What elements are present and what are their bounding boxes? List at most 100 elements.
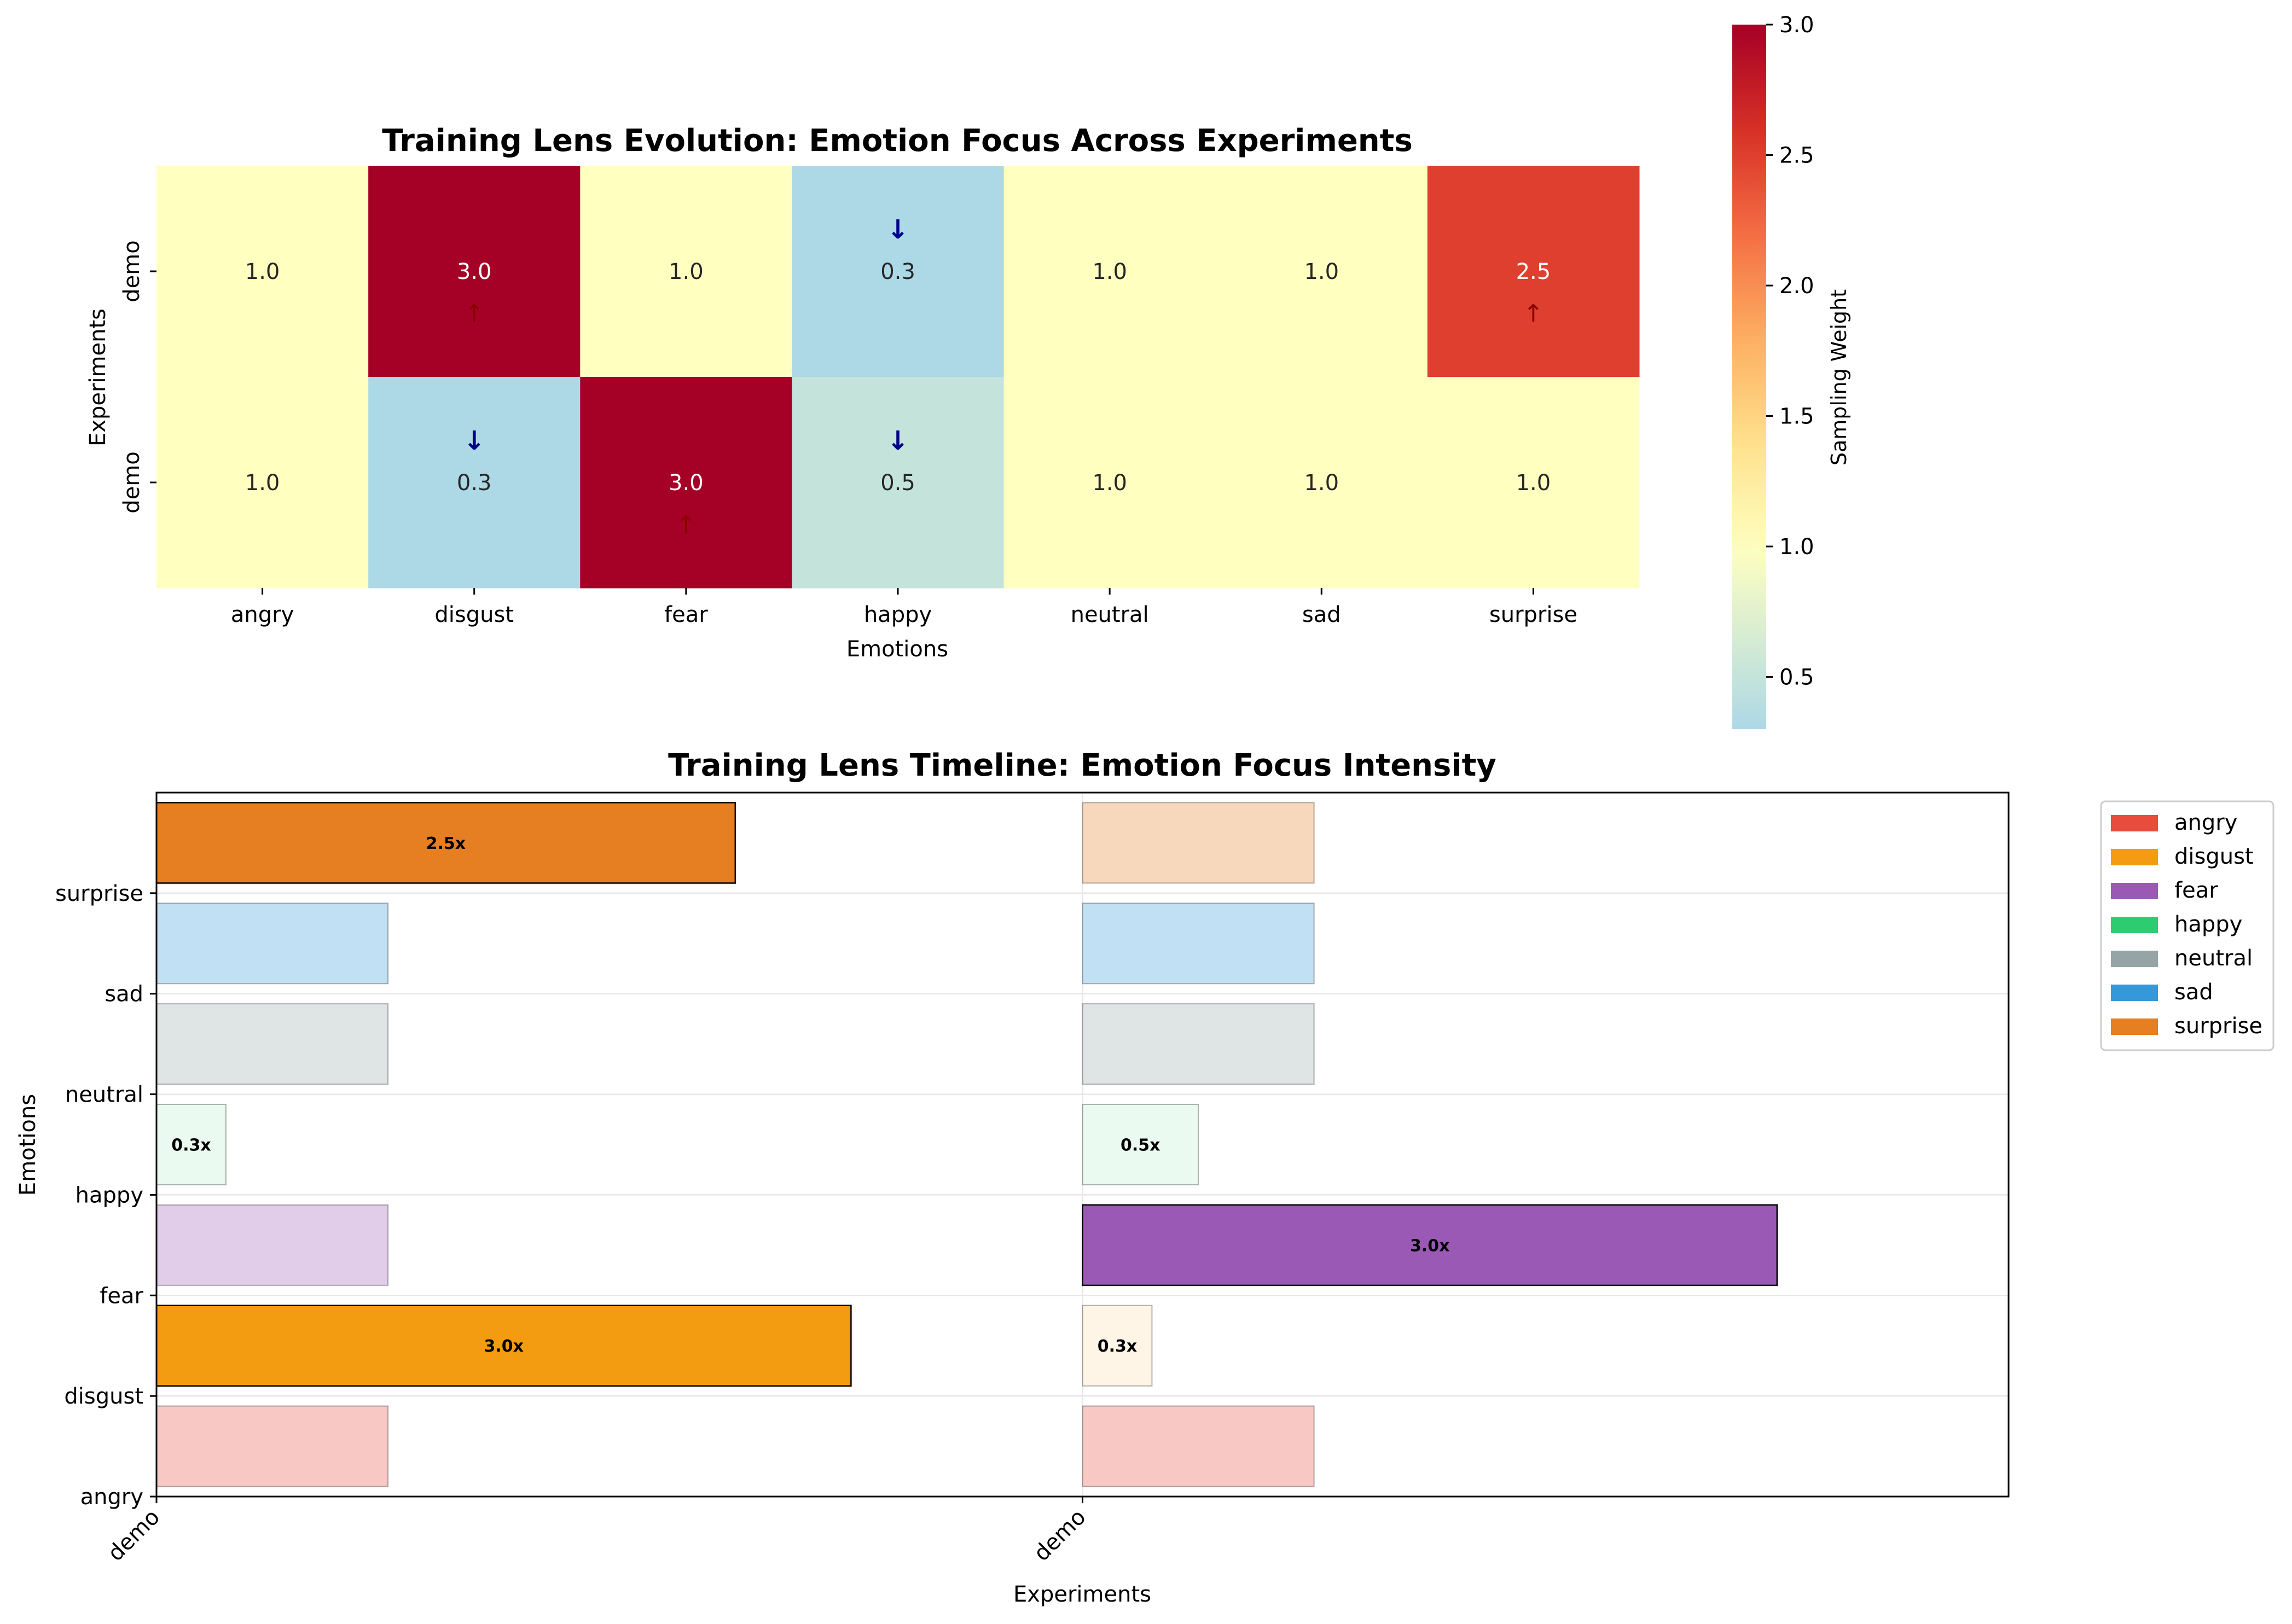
legend-label: fear xyxy=(2174,878,2218,903)
down-arrow-icon: ↓ xyxy=(887,214,909,245)
heatmap-cell-label: 1.0 xyxy=(1092,470,1127,496)
timeline-x-ticks: demo demo xyxy=(103,1497,1091,1567)
timeline-bar-disgust xyxy=(155,1305,852,1387)
colorbar-ticks: 0.5 1.0 1.5 2.0 2.5 3.0 xyxy=(1766,13,1814,690)
colorbar-tick-label: 1.0 xyxy=(1779,534,1814,560)
timeline-bar-fear xyxy=(156,1204,389,1286)
legend: angry disgust fear happy neutral sad surprise xyxy=(2100,800,2274,1051)
heatmap-cell-label: 0.5 xyxy=(880,470,915,496)
heatmap-cell xyxy=(792,377,1005,589)
up-arrow-icon: ↑ xyxy=(676,511,696,539)
timeline-y-tick-label: sad xyxy=(105,982,143,1007)
heatmap-cell-label: 0.3 xyxy=(880,259,915,284)
timeline-bars: 3.0x 0.3x 2.5x 0.3x 3.0x 0.5x xyxy=(155,802,1778,1487)
timeline-bar-neutral xyxy=(1082,1003,1315,1085)
timeline-y-tick-label: happy xyxy=(76,1183,143,1208)
heatmap-cell-label: 1.0 xyxy=(1516,470,1551,496)
timeline-bar-label: 0.3x xyxy=(1098,1337,1138,1356)
timeline-bar-sad xyxy=(1082,903,1315,985)
heatmap-title: Training Lens Evolution: Emotion Focus A… xyxy=(382,123,1413,159)
timeline-bar-surprise xyxy=(1082,802,1315,884)
timeline-x-tick-label: demo xyxy=(103,1505,165,1567)
heatmap-x-tick-label: disgust xyxy=(434,602,514,627)
legend-label: sad xyxy=(2174,980,2213,1005)
legend-swatch-neutral xyxy=(2111,951,2158,967)
legend-label: happy xyxy=(2174,912,2242,937)
legend-swatch-disgust xyxy=(2111,849,2158,865)
heatmap-cell xyxy=(792,166,1005,377)
legend-label: neutral xyxy=(2174,946,2253,971)
heatmap-cell xyxy=(156,166,369,377)
timeline-bar-happy xyxy=(1082,1103,1199,1186)
heatmap-x-tick-label: neutral xyxy=(1071,602,1149,627)
timeline-y-tick-label: surprise xyxy=(55,881,143,906)
heatmap-cell xyxy=(368,166,581,377)
timeline-bar-surprise xyxy=(155,802,736,884)
heatmap-cell xyxy=(580,377,792,589)
colorbar-tick-label: 0.5 xyxy=(1779,665,1814,690)
timeline-bar-label: 0.3x xyxy=(171,1136,211,1155)
down-arrow-icon: ↓ xyxy=(463,426,485,456)
timeline-x-axis-label: Experiments xyxy=(1013,1582,1151,1607)
timeline-panel: Training Lens Timeline: Emotion Focus In… xyxy=(15,748,2010,1607)
heatmap-cell-label: 0.3 xyxy=(457,470,492,496)
legend-label: angry xyxy=(2174,810,2237,835)
heatmap-cell-label: 1.0 xyxy=(1092,259,1127,284)
timeline-y-tick-label: angry xyxy=(80,1485,143,1510)
timeline-y-ticks: angry disgust fear happy neutral sad surprise xyxy=(55,881,156,1510)
timeline-bar-sad xyxy=(156,903,389,985)
heatmap-cell-label: 1.0 xyxy=(245,470,280,496)
heatmap-cell xyxy=(368,377,581,589)
timeline-y-axis-label: Emotions xyxy=(15,1094,40,1196)
heatmap-y-ticks: demo demo xyxy=(119,240,156,514)
timeline-bar-fear xyxy=(1082,1204,1778,1287)
heatmap-x-tick-label: fear xyxy=(664,602,708,627)
colorbar-label: Sampling Weight xyxy=(1827,289,1851,465)
timeline-bar-happy xyxy=(156,1103,227,1186)
heatmap-y-axis-label: Experiments xyxy=(85,308,111,446)
timeline-y-tick-label: disgust xyxy=(64,1384,143,1409)
timeline-bar-label: 3.0x xyxy=(484,1337,524,1356)
heatmap-y-tick-label: demo xyxy=(119,451,144,513)
timeline-bar-label: 3.0x xyxy=(1410,1236,1450,1255)
heatmap-x-tick-label: happy xyxy=(864,602,932,627)
timeline-bar-label: 2.5x xyxy=(426,834,466,853)
heatmap-cell xyxy=(156,377,369,589)
colorbar-gradient xyxy=(1732,25,1766,729)
legend-swatch-fear xyxy=(2111,883,2158,899)
heatmap-cell-label: 2.5 xyxy=(1516,259,1551,284)
heatmap-y-tick-label: demo xyxy=(119,240,144,302)
colorbar-tick-label: 2.0 xyxy=(1779,273,1814,299)
up-arrow-icon: ↑ xyxy=(464,300,484,328)
legend-swatch-angry xyxy=(2111,815,2158,831)
heatmap-cell xyxy=(580,166,792,377)
colorbar-tick-label: 1.5 xyxy=(1779,404,1814,429)
legend-swatch-surprise xyxy=(2111,1018,2158,1035)
heatmap-cell-label: 1.0 xyxy=(245,259,280,284)
legend-swatch-sad xyxy=(2111,985,2158,1001)
timeline-y-tick-label: fear xyxy=(100,1283,143,1308)
timeline-bar-disgust xyxy=(1082,1305,1153,1387)
timeline-bar-neutral xyxy=(156,1003,389,1085)
legend-label: surprise xyxy=(2174,1014,2262,1039)
heatmap-cell-label: 1.0 xyxy=(1304,259,1339,284)
timeline-bar-angry xyxy=(156,1405,389,1487)
timeline-title: Training Lens Timeline: Emotion Focus In… xyxy=(668,748,1496,783)
timeline-y-tick-label: neutral xyxy=(65,1082,143,1108)
heatmap-cells: 1.0 3.0 ↑ 1.0 0.3 ↓ 1.0 1.0 2.5 ↑ 1.0 0.3 ↓ 3.0 ↑ 0.5 ↓ 1… xyxy=(156,166,1640,589)
timeline-bar-angry xyxy=(1082,1405,1315,1487)
down-arrow-icon: ↓ xyxy=(887,426,909,456)
timeline-x-tick-label: demo xyxy=(1029,1505,1091,1567)
legend-items: angry disgust fear happy neutral sad surprise xyxy=(2111,810,2262,1039)
heatmap-x-axis-label: Emotions xyxy=(846,637,948,662)
legend-label: disgust xyxy=(2174,844,2254,869)
heatmap-x-tick-label: sad xyxy=(1302,602,1341,627)
heatmap-panel: Training Lens Evolution: Emotion Focus A… xyxy=(85,123,1640,662)
timeline-bar-label: 0.5x xyxy=(1121,1136,1160,1155)
heatmap-cell-label: 1.0 xyxy=(1304,470,1339,496)
legend-swatch-happy xyxy=(2111,917,2158,933)
heatmap-cell-label: 3.0 xyxy=(457,259,492,284)
heatmap-x-tick-label: surprise xyxy=(1489,602,1577,627)
heatmap-cell xyxy=(1003,377,1216,589)
